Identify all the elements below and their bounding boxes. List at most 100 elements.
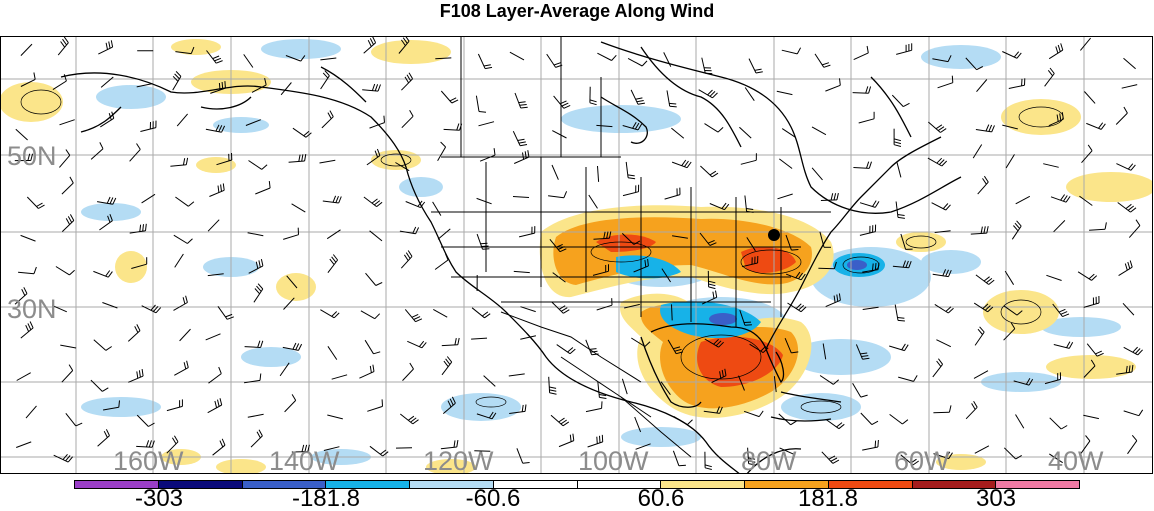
wind-barb <box>512 130 528 147</box>
anomaly-blob <box>216 459 266 473</box>
wind-barb <box>514 92 528 109</box>
anomaly-blob <box>115 251 147 283</box>
wind-barb <box>18 266 37 275</box>
wind-barb <box>711 368 727 383</box>
wind-barb <box>399 413 419 425</box>
wind-barb <box>1008 78 1026 89</box>
wind-barb <box>853 161 872 169</box>
wind-barb <box>248 258 264 274</box>
wind-barb <box>136 83 153 88</box>
wind-barb <box>1116 364 1134 375</box>
wind-barb <box>1077 271 1098 281</box>
wind-barb <box>852 86 872 94</box>
map-panel: 50N 30N 160W 140W 120W 100W 80W 60W 40W <box>0 36 1153 474</box>
wind-barb <box>663 52 672 67</box>
wind-barb <box>404 309 423 323</box>
wind-barb <box>65 412 83 427</box>
wind-barb <box>895 201 905 219</box>
wind-barb <box>205 124 226 133</box>
wind-barb <box>363 196 383 207</box>
lon-label-120w: 120W <box>423 446 494 474</box>
wind-barb <box>977 175 989 195</box>
wind-barb <box>20 321 34 339</box>
wind-barb <box>700 165 719 178</box>
wind-barb <box>1123 346 1143 356</box>
wind-barb <box>433 308 448 318</box>
wind-barb <box>740 153 757 165</box>
wind-barb <box>514 150 530 164</box>
wind-barb <box>129 223 147 234</box>
wind-barb <box>283 227 299 240</box>
wind-barb <box>282 342 303 351</box>
wind-barb <box>704 338 724 348</box>
wind-barb <box>900 233 913 250</box>
wind-barb <box>61 176 74 195</box>
wind-barb <box>597 52 617 61</box>
colorbar <box>74 480 1080 489</box>
wind-barb <box>593 231 612 240</box>
lon-label-80w: 80W <box>741 446 797 474</box>
wind-barb <box>26 196 45 209</box>
wind-barb <box>965 57 984 71</box>
wind-barb <box>1118 260 1133 277</box>
wind-barb <box>253 283 264 303</box>
wind-barb <box>208 366 222 384</box>
anomaly-blob <box>921 45 1001 69</box>
wind-barb <box>279 362 290 377</box>
colorbar-segment <box>75 481 159 488</box>
wind-barb <box>1050 194 1071 203</box>
wind-barb <box>475 95 487 113</box>
wind-barb <box>179 328 191 342</box>
wind-barb <box>471 337 488 340</box>
wind-barb <box>93 339 112 351</box>
wind-barb <box>442 396 456 414</box>
wind-barb <box>20 234 36 242</box>
wind-barb <box>14 287 28 305</box>
wind-barb <box>367 399 383 412</box>
wind-barb <box>889 413 909 425</box>
wind-barb <box>744 87 755 101</box>
wind-barb <box>1005 154 1015 169</box>
anomaly-blob <box>96 85 166 109</box>
wind-barb <box>551 301 570 314</box>
wind-barb <box>326 229 341 240</box>
wind-barb <box>853 45 869 61</box>
wind-barb <box>93 270 113 278</box>
wind-barb <box>369 115 385 129</box>
wind-barb <box>60 344 77 349</box>
wind-barb <box>363 37 377 54</box>
wind-barb <box>1053 220 1066 233</box>
anomaly-blob <box>171 39 221 55</box>
political-borders <box>431 37 831 458</box>
wind-barb <box>327 254 338 274</box>
wind-barb <box>671 304 673 321</box>
wind-barb <box>743 410 764 418</box>
anomaly-blob <box>921 250 981 274</box>
wind-barb <box>477 53 493 70</box>
wind-barb <box>672 235 688 239</box>
lon-label-40w: 40W <box>1048 446 1104 474</box>
wind-barb <box>777 193 793 200</box>
wind-barb <box>207 219 220 232</box>
wind-barb <box>331 374 348 380</box>
wind-barb <box>703 406 723 414</box>
wind-barb <box>509 51 525 61</box>
anomaly-blob <box>371 40 451 64</box>
anomaly-blob <box>241 347 301 367</box>
wind-barb <box>476 411 497 420</box>
wind-barb <box>894 304 905 322</box>
wind-barb <box>516 448 530 464</box>
wind-barb <box>398 37 410 54</box>
wind-barb <box>784 338 799 354</box>
wind-barb <box>630 89 645 105</box>
wind-barb <box>1044 67 1055 87</box>
wind-barb <box>744 195 754 213</box>
wind-barb <box>366 148 381 166</box>
wind-barb <box>100 76 114 88</box>
wind-barb <box>933 405 952 414</box>
wind-barb <box>20 43 33 56</box>
wind-barb <box>174 360 189 376</box>
wind-barb <box>207 273 224 277</box>
wind-barb <box>781 128 796 138</box>
wind-barb <box>625 161 636 180</box>
